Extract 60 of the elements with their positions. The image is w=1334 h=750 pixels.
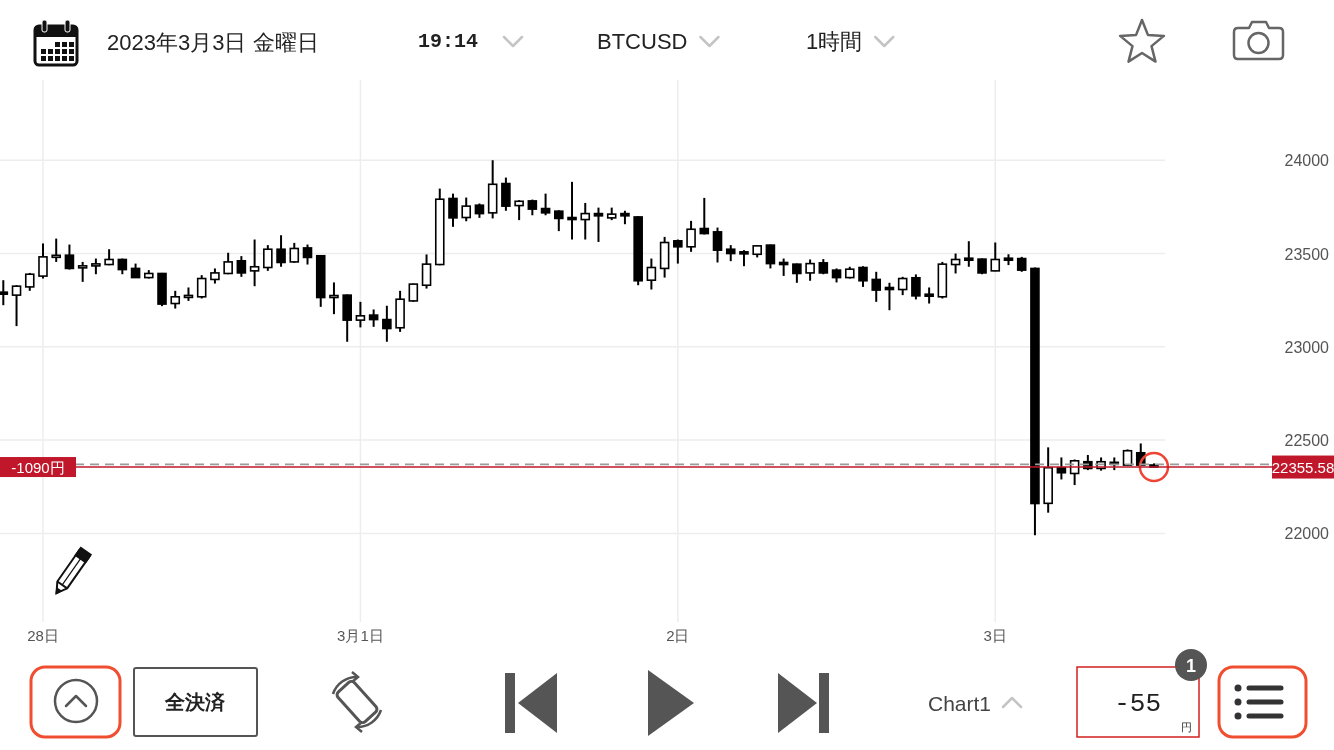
candlestick bbox=[64, 243, 75, 271]
candlestick bbox=[540, 192, 551, 217]
text: 2023年3月3日 金曜日 bbox=[107, 30, 319, 55]
candlestick bbox=[792, 262, 802, 284]
candlestick bbox=[514, 199, 524, 222]
candlestick bbox=[302, 243, 313, 266]
candlestick bbox=[580, 201, 591, 241]
candlestick bbox=[355, 300, 366, 329]
candlestick bbox=[448, 192, 458, 228]
candlestick bbox=[673, 238, 683, 265]
candlestick bbox=[421, 253, 432, 290]
x-tick-label: 3月1日 bbox=[337, 627, 384, 644]
x-tick-label: 28日 bbox=[27, 627, 59, 644]
candlestick bbox=[593, 206, 604, 243]
candlestick bbox=[51, 237, 62, 263]
candlestick bbox=[911, 273, 921, 301]
candlestick bbox=[236, 255, 247, 278]
y-tick-label: 23500 bbox=[1284, 245, 1330, 263]
candlestick bbox=[765, 243, 776, 270]
text: 19:14 bbox=[418, 30, 479, 53]
candlestick bbox=[0, 279, 9, 307]
candlestick bbox=[990, 241, 1001, 273]
candlestick bbox=[289, 241, 300, 264]
candlestick bbox=[646, 257, 657, 291]
y-tick-label: 22500 bbox=[1284, 432, 1330, 450]
candlestick bbox=[408, 282, 419, 303]
candlestick bbox=[461, 196, 472, 223]
caption: Chart1 bbox=[928, 692, 992, 715]
y-tick-label: 23000 bbox=[1284, 338, 1330, 356]
candlestick bbox=[858, 265, 868, 288]
candlestick bbox=[897, 275, 908, 297]
ref-line-label: 22355.58 bbox=[1271, 458, 1334, 476]
candlestick bbox=[263, 244, 273, 272]
text: 1 bbox=[1185, 655, 1197, 676]
candlestick bbox=[554, 209, 564, 233]
text: 全決済 bbox=[164, 691, 226, 713]
annotation: -1090円 bbox=[11, 458, 65, 476]
candlestick bbox=[686, 219, 696, 253]
candlestick bbox=[329, 281, 339, 316]
candlestick bbox=[38, 242, 48, 280]
candlestick bbox=[249, 238, 260, 288]
y-tick-label: 22000 bbox=[1284, 525, 1330, 543]
chart-subtitle: 1時間 bbox=[806, 29, 863, 54]
candlestick bbox=[805, 258, 815, 282]
candlestick bbox=[871, 270, 882, 303]
candlestick bbox=[276, 234, 286, 268]
chart-title: BTCUSD bbox=[597, 29, 688, 54]
y-tick-label: 24000 bbox=[1284, 152, 1330, 170]
candlestick bbox=[77, 260, 88, 283]
candlestick bbox=[964, 240, 974, 268]
x-tick-label: 2日 bbox=[666, 627, 690, 644]
text: 円 bbox=[1180, 721, 1192, 733]
candlestick bbox=[712, 226, 723, 264]
x-tick-label: 3日 bbox=[983, 627, 1007, 644]
candlestick bbox=[567, 180, 577, 241]
candlestick bbox=[11, 284, 22, 328]
candlestick bbox=[699, 196, 710, 236]
text: -55 bbox=[1114, 689, 1161, 719]
candlestick bbox=[501, 176, 511, 212]
candlestick bbox=[382, 304, 392, 343]
